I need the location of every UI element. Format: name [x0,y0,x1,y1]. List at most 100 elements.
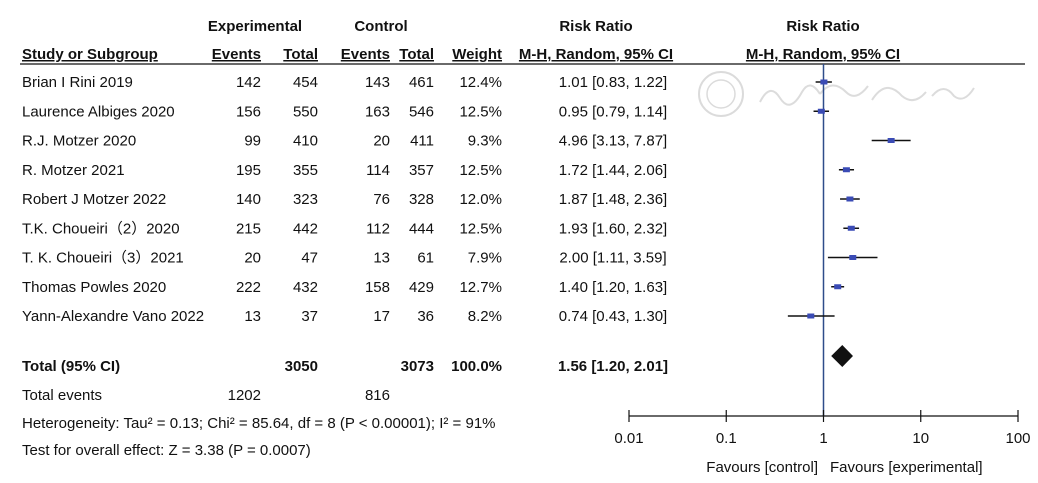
study-name: Robert J Motzer 2022 [22,191,166,208]
point-estimate [807,313,815,319]
pooled-diamond [831,345,853,367]
watermark [698,71,975,117]
total-experimental: 550 [293,103,318,120]
total-total-control: 3073 [401,358,434,375]
study-row: Yann-Alexandre Vano 2022 13 37 17 36 8.2% 0.74… [22,308,667,325]
ci-text: 2.00 [1.11, 3.59] [559,250,666,267]
point-estimate [817,108,825,114]
study-name: Laurence Albiges 2020 [22,103,175,120]
x-tick-label: 0.01 [614,430,643,447]
total-total-experimental: 3050 [285,358,318,375]
total-label: Total (95% CI) [22,358,120,375]
study-name: R.J. Motzer 2020 [22,133,136,150]
header-weight: Weight [452,46,502,63]
events-control: 114 [366,162,390,179]
header-experimental: Experimental [208,18,302,35]
total-experimental: 442 [293,220,318,237]
study-name: R. Motzer 2021 [22,162,125,179]
events-control: 17 [373,308,390,325]
watermark-script [759,84,975,106]
events-control: 20 [373,133,390,150]
total-experimental: 37 [301,308,318,325]
heterogeneity-text: Heterogeneity: Tau² = 0.13; Chi² = 85.64… [22,415,496,432]
study-name: Thomas Powles 2020 [22,279,166,296]
header-method-right: M-H, Random, 95% CI [746,46,900,63]
total-experimental: 47 [301,250,318,267]
x-tick-label: 100 [1005,430,1030,447]
ci-text: 1.72 [1.44, 2.06] [559,162,667,179]
favours-control: Favours [control] [706,459,818,476]
ci-text: 1.01 [0.83, 1.22] [559,74,667,91]
ci-text: 1.87 [1.48, 2.36] [559,191,667,208]
events-experimental: 142 [236,74,261,91]
study-row: R. Motzer 2021 195 355 114 357 12.5% 1.72 [1.4… [22,162,667,179]
header-events-experimental: Events [212,46,261,63]
events-experimental: 195 [236,162,261,179]
header-events-control: Events [341,46,390,63]
x-tick-label: 10 [912,430,929,447]
total-control: 461 [409,74,434,91]
ci-text: 0.74 [0.43, 1.30] [559,308,667,325]
total-experimental: 323 [293,191,318,208]
weight: 12.4% [459,74,502,91]
study-row: T.K. Choueiri（2）2020 215 442 112 444 12.5% 1.9… [22,220,667,237]
events-experimental: 156 [236,103,261,120]
favours-experimental: Favours [experimental] [830,459,983,476]
events-control: 143 [365,74,390,91]
ci-text: 1.40 [1.20, 1.63] [559,279,667,296]
weight: 12.5% [459,103,502,120]
point-estimate [849,255,857,260]
total-events-experimental: 1202 [228,387,261,404]
total-control: 36 [417,308,434,325]
point-estimate [887,138,895,143]
total-control: 546 [409,103,434,120]
weight: 12.7% [459,279,502,296]
header-total-experimental: Total [283,46,318,63]
header-risk-ratio-left: Risk Ratio [559,18,632,35]
header-risk-ratio-right: Risk Ratio [786,18,859,35]
ci-text: 1.93 [1.60, 2.32] [559,220,667,237]
events-control: 76 [373,191,390,208]
events-control: 13 [373,250,390,267]
total-events-label: Total events [22,387,102,404]
point-estimate [834,284,842,290]
x-tick-label: 0.1 [716,430,737,447]
weight: 7.9% [468,250,502,267]
total-experimental: 355 [293,162,318,179]
events-experimental: 13 [244,308,261,325]
point-estimate [847,225,855,231]
header-total-control: Total [399,46,434,63]
study-name: T. K. Choueiri（3）2021 [22,250,184,267]
study-row: R.J. Motzer 2020 99 410 20 411 9.3% 4.96 [3.13… [22,133,667,150]
ci-text: 4.96 [3.13, 7.87] [559,133,667,150]
study-row: Brian I Rini 2019 142 454 143 461 12.4% 1.01 [… [22,74,667,91]
x-tick-label: 1 [819,430,827,447]
weight: 8.2% [468,308,502,325]
total-ci-text: 1.56 [1.20, 2.01] [558,358,668,375]
weight: 12.5% [459,162,502,179]
weight: 12.0% [459,191,502,208]
point-estimate [820,79,828,85]
total-experimental: 432 [293,279,318,296]
weight: 12.5% [459,220,502,237]
total-control: 357 [409,162,434,179]
ci-text: 0.95 [0.79, 1.14] [559,103,667,120]
point-estimate [842,167,850,173]
study-name: T.K. Choueiri（2）2020 [22,220,180,237]
watermark-seal-inner [706,79,736,109]
header-method-left: M-H, Random, 95% CI [519,46,673,63]
header-study: Study or Subgroup [22,46,158,63]
study-row: Robert J Motzer 2022 140 323 76 328 12.0% 1.87… [22,191,667,208]
total-weight: 100.0% [451,358,502,375]
total-control: 444 [409,220,434,237]
total-control: 429 [409,279,434,296]
events-experimental: 20 [244,250,261,267]
total-events-row: Total events 1202 816 [22,387,390,404]
study-name: Brian I Rini 2019 [22,74,133,91]
events-experimental: 99 [244,133,261,150]
weight: 9.3% [468,133,502,150]
events-control: 158 [365,279,390,296]
header-control: Control [354,18,407,35]
plot-area: 0.01 0.1 1 10 100 [614,64,1031,447]
